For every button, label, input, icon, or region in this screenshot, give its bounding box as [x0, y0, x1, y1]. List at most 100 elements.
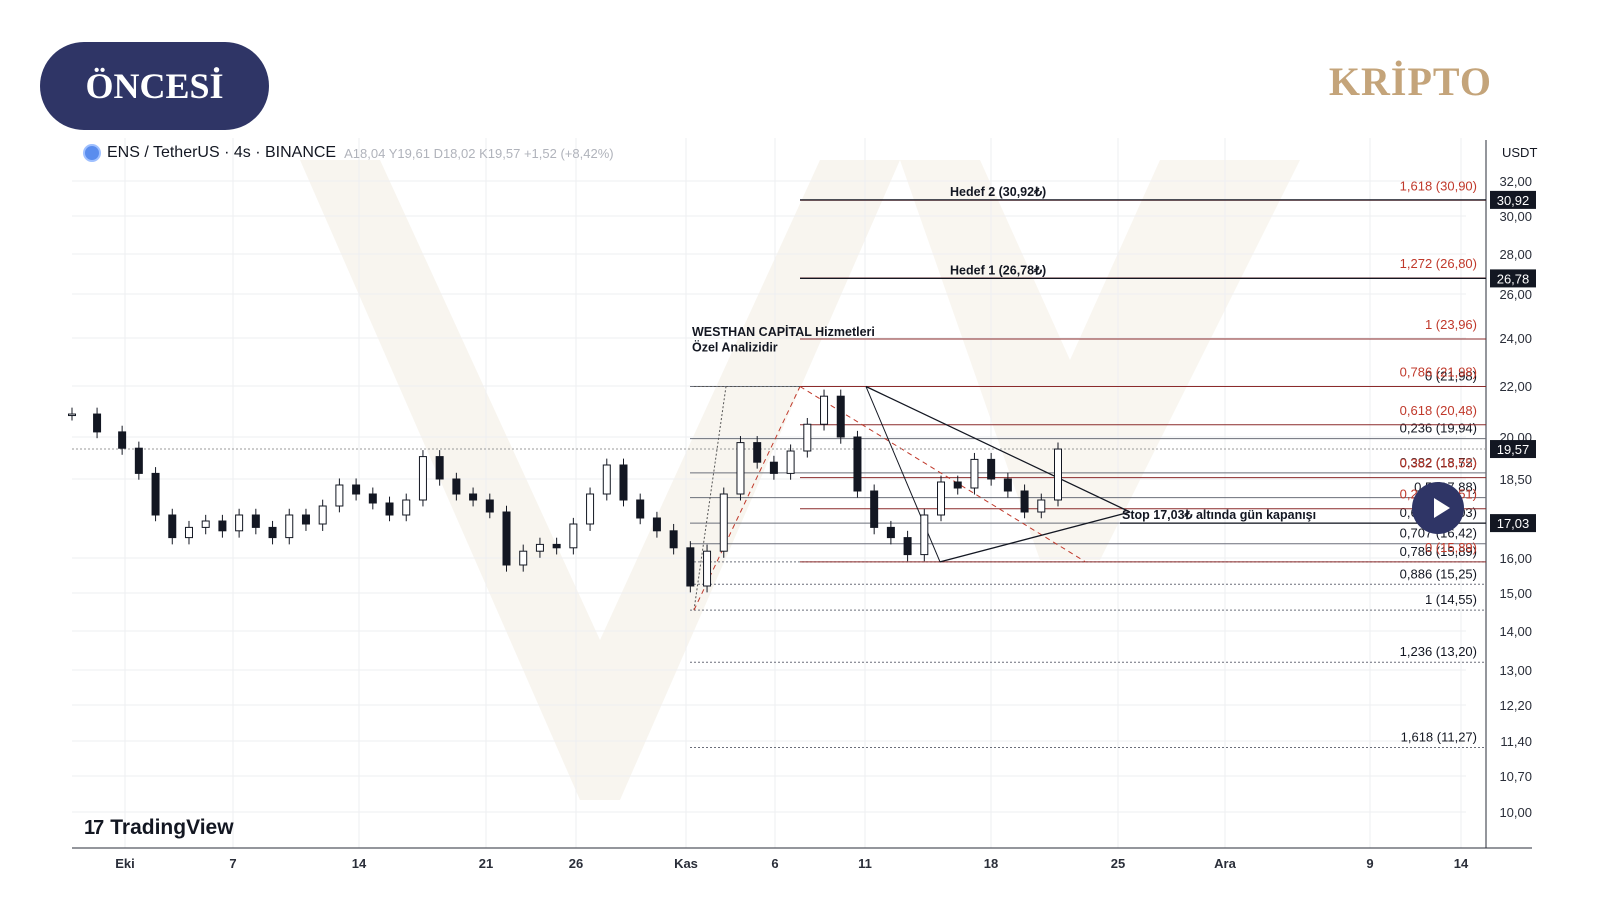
x-tick-label: 26 — [569, 856, 583, 871]
triangle-side — [865, 386, 941, 563]
candle-body — [184, 526, 193, 539]
candle-body — [201, 520, 210, 528]
open-value: 18,04 — [352, 145, 386, 161]
candle-body — [803, 423, 812, 452]
candle-body — [953, 481, 962, 489]
y-tick-label: 28,00 — [1499, 247, 1532, 262]
candle-body — [552, 543, 561, 549]
candle-body — [652, 517, 661, 532]
watermark-shape-left — [300, 160, 900, 800]
brand-title: KRİPTO — [1328, 59, 1492, 104]
y-tick-label: 24,00 — [1499, 331, 1532, 346]
x-tick-label: 7 — [229, 856, 236, 871]
fib-level-label: 0,786 (15,89) — [1400, 544, 1477, 559]
x-tick-label: 6 — [771, 856, 778, 871]
fib-extension-label: 1,272 (26,80) — [1400, 256, 1477, 271]
candle-body — [151, 472, 160, 516]
candle-body — [352, 484, 361, 495]
candle-body — [1054, 448, 1062, 501]
fib-level-label: 1 (14,55) — [1425, 592, 1477, 607]
candle-body — [335, 484, 344, 507]
fib-level-label: 0,886 (15,25) — [1400, 566, 1477, 581]
candle-body — [235, 514, 244, 532]
tradingview-label: TradingView — [110, 816, 234, 839]
candle-body — [853, 436, 862, 492]
x-tick-label: 11 — [858, 856, 872, 871]
price-tag-label: 26,78 — [1497, 271, 1530, 286]
y-tick-label: 11,40 — [1500, 734, 1532, 749]
candle-body — [318, 505, 327, 525]
candle-body — [719, 493, 728, 552]
candle-body — [569, 523, 578, 549]
before-badge-label: ÖNCESİ — [85, 66, 224, 106]
annotation-label: Hedef 2 (30,92₺) — [950, 185, 1046, 199]
candle-body — [786, 450, 795, 474]
candle-body — [602, 464, 611, 495]
fib-level-label: 1,618 (11,27) — [1401, 730, 1477, 745]
candle-body — [268, 526, 277, 539]
y-tick-label: 13,00 — [1499, 663, 1532, 678]
candle-body — [535, 543, 544, 552]
x-tick-label: 21 — [479, 856, 493, 871]
candle-body — [703, 550, 712, 587]
close-label: K — [479, 145, 488, 161]
price-tag-label: 19,57 — [1497, 442, 1530, 457]
currency-unit: USDT — [1502, 145, 1538, 160]
candle-body — [93, 413, 102, 433]
price-tag-label: 17,03 — [1497, 516, 1530, 531]
price-tag-box — [1490, 269, 1536, 288]
play-button[interactable] — [1412, 482, 1464, 534]
candle-body — [469, 493, 478, 501]
y-tick-label: 16,00 — [1499, 551, 1532, 566]
price-tag-label: 30,92 — [1497, 193, 1530, 208]
candle-body — [1003, 478, 1012, 492]
y-tick-label: 18,50 — [1499, 472, 1532, 487]
candle-body — [68, 413, 76, 417]
candle-body — [485, 499, 494, 513]
triangle-lower — [939, 511, 1131, 563]
change-value: +1,52 (+8,42%) — [523, 145, 614, 161]
candle-body — [753, 442, 762, 463]
candle-body — [452, 478, 461, 495]
candle-body — [218, 520, 227, 532]
candle-body — [769, 461, 778, 474]
low-value: 18,02 — [442, 145, 476, 161]
symbol-label: ENS / TetherUS · 4s · BINANCE — [107, 144, 337, 161]
candle-body — [870, 490, 879, 528]
candle-body — [586, 493, 595, 525]
candle-body — [619, 464, 628, 501]
candle-body — [301, 514, 310, 525]
candle-body — [987, 458, 996, 480]
ens-coin-icon — [83, 144, 101, 162]
fib-extension-label: 1 (23,96) — [1425, 317, 1477, 332]
candle-body — [1037, 499, 1046, 513]
annotation-label: WESTHAN CAPİTAL Hizmetleri — [692, 324, 875, 339]
price-tag-box — [1490, 514, 1536, 533]
low-label: D — [433, 145, 443, 161]
x-tick-label: 14 — [1454, 856, 1469, 871]
fib-level-label: 0 (21,98) — [1425, 369, 1477, 384]
candle-body — [820, 395, 829, 425]
y-tick-label: 12,20 — [1499, 698, 1532, 713]
candle-body — [502, 511, 511, 566]
ohlc-readout: A18,04 Y19,61 D18,02 K19,57 +1,52 (+8,42… — [344, 146, 613, 161]
tradingview-icon: 17 — [84, 816, 104, 839]
price-tag-box — [1490, 440, 1536, 459]
candle-body — [636, 499, 645, 519]
candle-body — [836, 395, 845, 438]
candle-body — [886, 526, 895, 539]
annotation-label: Özel Analizidir — [692, 340, 778, 355]
candle-body — [970, 458, 979, 489]
fib-trend-line — [693, 386, 727, 611]
x-tick-label: 18 — [984, 856, 998, 871]
tradingview-logo: 17 TradingView — [84, 816, 234, 840]
y-tick-label: 30,00 — [1499, 209, 1532, 224]
candle-body — [118, 431, 127, 449]
candle-body — [402, 499, 411, 516]
y-tick-label: 15,00 — [1499, 586, 1532, 601]
annotation-label: Stop 17,03₺ altında gün kapanışı — [1122, 508, 1316, 522]
candle-body — [686, 547, 695, 587]
candle-body — [385, 502, 394, 516]
